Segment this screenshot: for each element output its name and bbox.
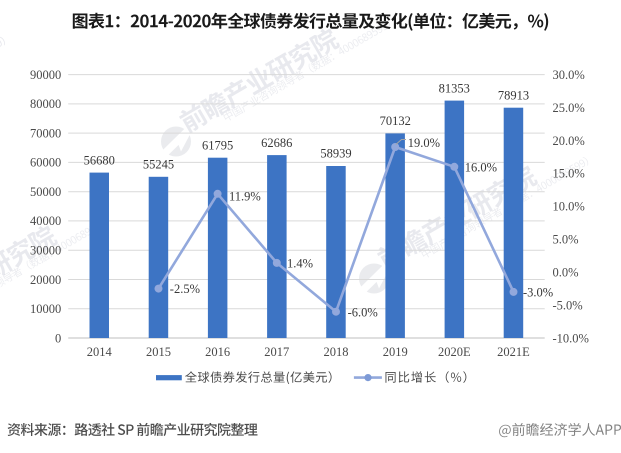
svg-text:-2.5%: -2.5% (170, 282, 200, 296)
svg-text:0: 0 (55, 331, 61, 345)
svg-text:2014: 2014 (87, 345, 113, 359)
svg-text:62686: 62686 (261, 136, 292, 150)
svg-text:78913: 78913 (498, 88, 529, 102)
svg-text:25.0%: 25.0% (553, 101, 585, 115)
svg-text:2019: 2019 (383, 345, 408, 359)
svg-text:20.0%: 20.0% (553, 134, 585, 148)
svg-text:30.0%: 30.0% (553, 68, 585, 82)
svg-text:70000: 70000 (30, 126, 61, 140)
svg-text:5.0%: 5.0% (553, 233, 579, 247)
svg-text:90000: 90000 (30, 68, 61, 82)
svg-text:2018: 2018 (324, 345, 349, 359)
svg-text:2020E: 2020E (438, 345, 471, 359)
svg-text:-10.0%: -10.0% (553, 331, 589, 345)
svg-text:2017: 2017 (264, 345, 289, 359)
svg-text:16.0%: 16.0% (465, 161, 497, 175)
svg-text:55245: 55245 (143, 158, 174, 172)
svg-text:-6.0%: -6.0% (348, 306, 378, 320)
svg-text:61795: 61795 (202, 138, 233, 152)
svg-text:15.0%: 15.0% (553, 167, 585, 181)
svg-text:-3.0%: -3.0% (523, 286, 553, 300)
svg-text:40000: 40000 (30, 214, 61, 228)
svg-text:50000: 50000 (30, 185, 61, 199)
svg-text:0.0%: 0.0% (553, 265, 579, 279)
svg-text:58939: 58939 (320, 147, 351, 161)
svg-text:2021E: 2021E (497, 345, 530, 359)
svg-text:11.9%: 11.9% (229, 189, 261, 203)
svg-text:80000: 80000 (30, 97, 61, 111)
svg-text:1.4%: 1.4% (287, 257, 313, 271)
svg-text:10.0%: 10.0% (553, 200, 585, 214)
svg-text:19.0%: 19.0% (408, 136, 440, 150)
svg-text:81353: 81353 (439, 81, 470, 95)
svg-text:60000: 60000 (30, 156, 61, 170)
svg-text:-5.0%: -5.0% (553, 298, 583, 312)
svg-text:70132: 70132 (380, 114, 411, 128)
svg-text:30000: 30000 (30, 244, 61, 258)
svg-text:56680: 56680 (84, 153, 115, 167)
svg-text:20000: 20000 (30, 273, 61, 287)
svg-text:2015: 2015 (146, 345, 171, 359)
svg-text:10000: 10000 (30, 302, 61, 316)
svg-text:2016: 2016 (205, 345, 230, 359)
